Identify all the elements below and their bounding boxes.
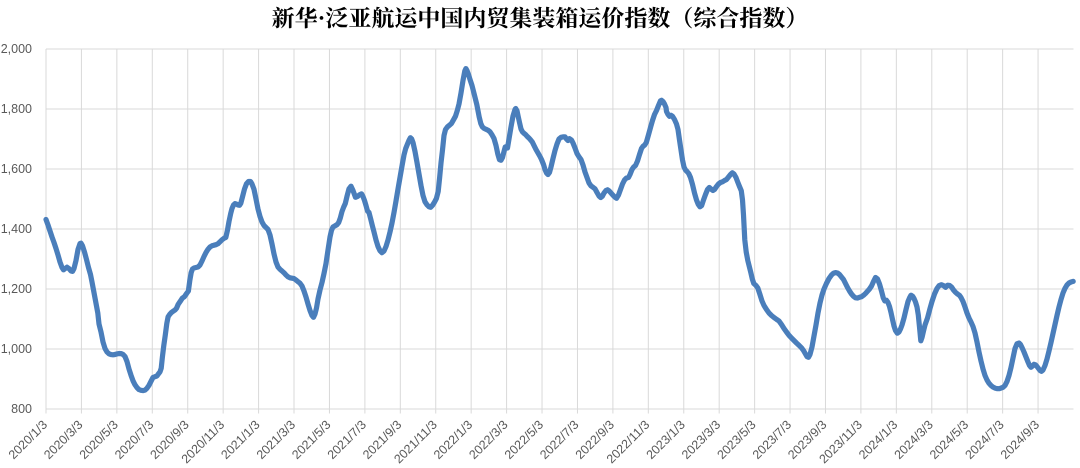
svg-text:1,000: 1,000 — [1, 342, 32, 356]
svg-text:1,600: 1,600 — [1, 162, 32, 176]
svg-text:2024/9/3: 2024/9/3 — [998, 418, 1042, 462]
svg-text:2,000: 2,000 — [1, 42, 32, 56]
svg-text:1,400: 1,400 — [1, 222, 32, 236]
svg-text:800: 800 — [11, 402, 32, 416]
svg-text:1,800: 1,800 — [1, 102, 32, 116]
svg-text:1,200: 1,200 — [1, 282, 32, 296]
